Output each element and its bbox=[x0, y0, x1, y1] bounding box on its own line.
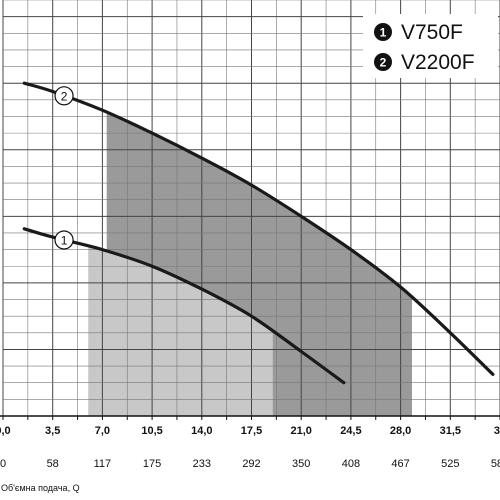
x-tick-bottom-label: 584 bbox=[491, 458, 500, 470]
x-tick-bottom-label: 117 bbox=[94, 458, 112, 470]
legend-marker-1 bbox=[374, 23, 392, 41]
x-tick-bottom-label: 408 bbox=[342, 458, 360, 470]
x-tick-bottom-label: 467 bbox=[391, 458, 409, 470]
x-tick-top-label: 28,0 bbox=[390, 425, 411, 437]
x-tick-top-label: 7,0 bbox=[95, 425, 110, 437]
x-tick-top-label: 35 bbox=[494, 425, 500, 437]
x-tick-top-label: 21,0 bbox=[290, 425, 311, 437]
x-tick-bottom-label: 0 bbox=[0, 458, 6, 470]
x-tick-top-label: 14,0 bbox=[191, 425, 212, 437]
curve-marker-2 bbox=[54, 86, 74, 106]
x-tick-top-label: 31,5 bbox=[440, 425, 461, 437]
x-tick-top-label: 24,5 bbox=[340, 425, 361, 437]
legend-label-2: V2200F bbox=[401, 51, 475, 74]
legend-marker-2 bbox=[374, 53, 392, 71]
curve-marker-1 bbox=[54, 230, 74, 250]
x-axis bbox=[0, 415, 500, 420]
x-tick-bottom-label: 292 bbox=[242, 458, 260, 470]
x-tick-bottom-label: 350 bbox=[292, 458, 310, 470]
x-tick-top-label: 17,5 bbox=[241, 425, 262, 437]
x-ticks-bottom: 0 58 117 175 233 292 350 408 467 525 584 bbox=[0, 458, 500, 470]
legend-marker-1-text: 1 bbox=[380, 26, 387, 40]
x-tick-bottom-label: 525 bbox=[441, 458, 459, 470]
x-tick-top-label: 0,0 bbox=[0, 425, 11, 437]
x-tick-bottom-label: 58 bbox=[47, 458, 59, 470]
x-ticks-top: 0,0 3,5 7,0 10,5 14,0 17,5 21,0 24,5 28,0 31,5 35 bbox=[0, 425, 500, 437]
curve-marker-2-text: 2 bbox=[61, 89, 68, 103]
curve-marker-1-text: 1 bbox=[61, 233, 68, 247]
x-tick-top-label: 3,5 bbox=[45, 425, 60, 437]
x-tick-top-label: 10,5 bbox=[141, 425, 162, 437]
curve-markers: 12 bbox=[54, 86, 74, 250]
legend-label-1: V750F bbox=[401, 21, 463, 44]
x-axis-label: Об'ємна подача, Q bbox=[1, 483, 80, 493]
legend: 1 V750F 2 V2200F bbox=[363, 14, 498, 78]
x-tick-bottom-label: 175 bbox=[143, 458, 161, 470]
curve-2 bbox=[22, 81, 495, 376]
x-tick-bottom-label: 233 bbox=[193, 458, 211, 470]
legend-marker-2-text: 2 bbox=[380, 56, 387, 70]
